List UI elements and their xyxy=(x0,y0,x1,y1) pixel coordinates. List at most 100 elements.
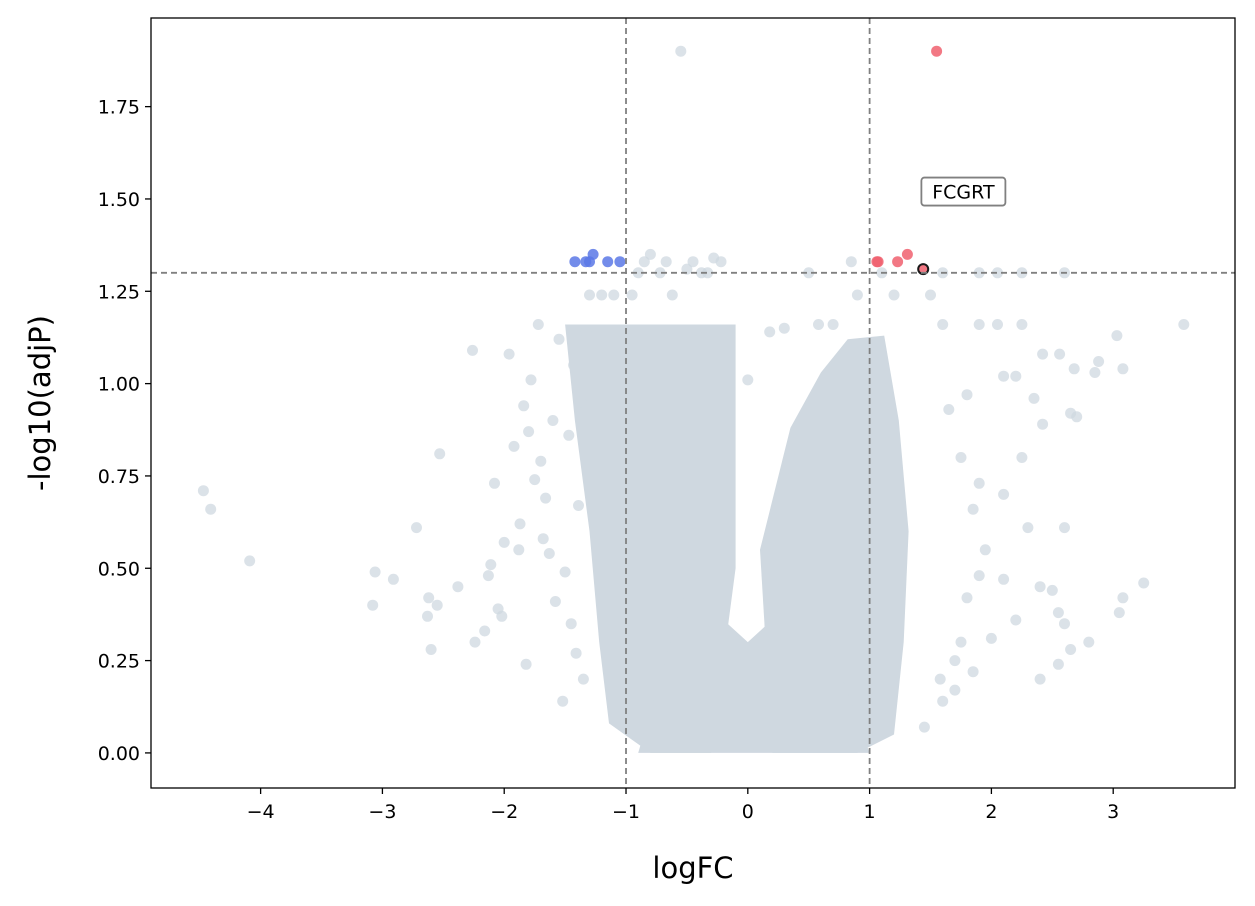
ns-point xyxy=(503,348,515,360)
annotations: FCGRT xyxy=(920,176,1007,207)
ns-point xyxy=(535,455,547,467)
ns-point xyxy=(1028,392,1040,404)
ns-point xyxy=(489,477,500,489)
ns-point xyxy=(1113,607,1125,619)
ns-point xyxy=(1016,452,1028,463)
ns-point xyxy=(387,573,399,585)
ns-point xyxy=(992,267,1003,279)
ns-point xyxy=(549,596,561,607)
y-axis-label: -log10(adjP) xyxy=(23,315,57,491)
x-tick-label: −1 xyxy=(612,801,640,823)
ns-point xyxy=(1117,363,1129,375)
down-point xyxy=(602,256,614,268)
ns-point xyxy=(537,533,549,545)
ns-point xyxy=(514,518,526,530)
ns-point xyxy=(660,256,672,268)
ns-point xyxy=(943,404,955,415)
ns-point xyxy=(1111,330,1123,342)
x-tick-label: −3 xyxy=(368,801,396,823)
ns-point xyxy=(529,474,541,486)
ns-point xyxy=(1065,644,1077,655)
ns-point xyxy=(961,389,973,401)
ns-point xyxy=(540,492,552,504)
ns-point xyxy=(1046,584,1058,596)
x-tick-label: 2 xyxy=(985,801,997,823)
ns-point xyxy=(547,415,559,426)
ns-point xyxy=(925,289,936,301)
ns-point xyxy=(573,500,584,511)
ns-point xyxy=(632,267,644,279)
ns-point xyxy=(434,448,446,460)
ns-point xyxy=(513,544,525,556)
ns-point xyxy=(520,658,532,670)
x-tick-label: −2 xyxy=(490,801,518,823)
ns-point xyxy=(559,566,571,578)
ns-point xyxy=(557,695,569,707)
ns-point xyxy=(937,695,949,707)
ns-point xyxy=(998,573,1010,585)
ns-point xyxy=(918,721,930,733)
ns-point xyxy=(205,503,217,515)
ns-point xyxy=(949,684,961,696)
ns-point xyxy=(565,618,577,630)
ns-point xyxy=(973,319,985,330)
ns-point xyxy=(367,599,379,611)
x-tick-label: 1 xyxy=(864,801,876,823)
up-point xyxy=(931,45,943,57)
ns-point xyxy=(496,610,508,622)
down-point xyxy=(569,256,581,268)
y-tick-label: 0.75 xyxy=(98,466,140,488)
ns-point xyxy=(1093,356,1105,367)
down-point xyxy=(614,256,626,268)
ns-point xyxy=(973,570,985,582)
points-layer xyxy=(197,45,1190,733)
ns-point xyxy=(702,267,714,279)
ns-point xyxy=(1083,636,1095,648)
ns-point xyxy=(687,256,699,268)
ns-point xyxy=(479,625,491,637)
ns-point xyxy=(955,636,967,648)
ns-point xyxy=(508,440,520,452)
ns-point xyxy=(411,522,422,534)
ns-point xyxy=(998,488,1010,500)
x-axis-label: logFC xyxy=(652,851,733,885)
annotation-box xyxy=(920,176,1007,207)
ns-point xyxy=(1052,658,1064,670)
ns-point xyxy=(638,256,650,268)
ns-point xyxy=(967,666,979,678)
ns-point xyxy=(518,400,530,412)
ns-point xyxy=(967,503,979,515)
ns-point xyxy=(961,592,973,604)
up-point xyxy=(872,256,884,268)
up-point xyxy=(892,256,904,268)
ns-point xyxy=(934,673,946,685)
ns-point xyxy=(681,263,693,275)
ns-point xyxy=(1010,370,1022,382)
ns-point xyxy=(1037,418,1049,430)
ns-point xyxy=(596,289,608,301)
ns-point xyxy=(523,426,535,438)
ns-point xyxy=(979,544,991,556)
y-tick-label: 1.50 xyxy=(98,189,140,211)
ns-point xyxy=(1010,614,1022,626)
ns-point xyxy=(532,319,544,330)
ns-point xyxy=(1059,522,1070,534)
ns-point xyxy=(1052,607,1064,619)
ns-point xyxy=(485,559,497,571)
plot-frame xyxy=(150,17,1236,789)
ns-point xyxy=(973,477,985,489)
ns-point xyxy=(803,267,815,279)
ns-point xyxy=(992,319,1003,330)
ns-point xyxy=(543,548,555,559)
ns-point xyxy=(469,636,481,648)
ns-point xyxy=(1178,319,1190,330)
up-point xyxy=(901,248,913,260)
ns-point xyxy=(1117,592,1129,604)
x-tick-label: 3 xyxy=(1107,801,1119,823)
ns-point xyxy=(742,374,754,386)
ns-point xyxy=(570,647,582,659)
ns-point xyxy=(422,610,433,622)
ns-point xyxy=(1071,411,1083,423)
ns-point xyxy=(1138,577,1150,589)
